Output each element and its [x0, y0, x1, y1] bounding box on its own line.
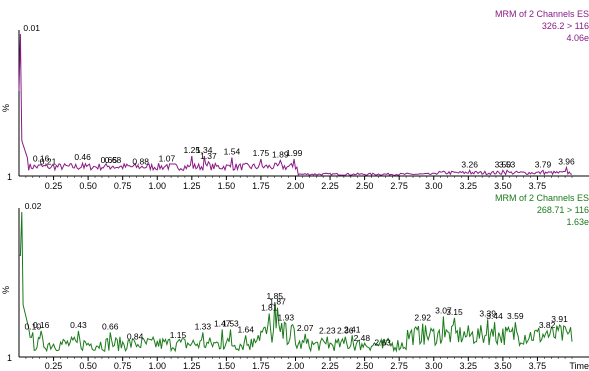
peak-label: 3.15 [446, 307, 463, 317]
peak-label: 1.81 [261, 303, 278, 313]
peak-label: 1.53 [222, 318, 239, 328]
peak-label: 1.07 [159, 154, 176, 164]
trace-header-line-3: 1.63e [566, 217, 589, 227]
x-tick-label: 2.25 [321, 181, 339, 191]
x-tick-label: 1.50 [218, 181, 236, 191]
peak-label: 1.25 [184, 145, 201, 155]
x-tick-label: 2.00 [287, 181, 305, 191]
peak-label: 1.85 [266, 291, 283, 301]
peak-label: 0.65 [101, 155, 118, 165]
trace-header-line-1: MRM of 2 Channels ES [495, 9, 589, 19]
x-tick-label: 0.50 [79, 181, 97, 191]
peak-label: 3.53 [499, 159, 516, 169]
peak-label: 0.43 [70, 320, 87, 330]
peak-label: 3.26 [461, 159, 478, 169]
peak-label: 2.48 [354, 333, 371, 343]
y-axis-label: % [1, 286, 11, 294]
x-tick-label: 1.00 [148, 361, 166, 371]
peak-label: 3.39 [479, 308, 496, 318]
trace-line [19, 211, 573, 353]
peak-label: 1.34 [196, 145, 213, 155]
x-tick-label: 3.50 [494, 361, 512, 371]
x-tick-label: 3.75 [529, 361, 547, 371]
peak-label: 1.87 [269, 297, 286, 307]
peak-label: 2.36 [337, 326, 354, 336]
x-tick-label: 0.75 [114, 361, 132, 371]
peak-label: 0.10 [25, 321, 42, 331]
peak-label: 2.41 [344, 324, 361, 334]
x-tick-label: 2.50 [356, 361, 374, 371]
peak-label: 1.33 [195, 321, 212, 331]
x-tick-label: 3.25 [460, 361, 478, 371]
x-tick-label: 0.25 [45, 181, 63, 191]
peak-label: 3.44 [486, 311, 503, 321]
peak-label: 2.92 [414, 313, 431, 323]
trace-header-line-2: 326.2 > 116 [542, 21, 589, 31]
peak-label: 3.96 [558, 156, 575, 166]
x-tick-label: 2.25 [321, 361, 339, 371]
trace-header-line-1: MRM of 2 Channels ES [495, 193, 589, 203]
x-tick-label: 1.75 [252, 361, 270, 371]
x-tick-label: 0.50 [79, 361, 97, 371]
peak-label: 0.16 [33, 320, 50, 330]
peak-label: 3.79 [535, 159, 552, 169]
x-tick-label: 3.00 [425, 181, 443, 191]
x-tick-label: 2.75 [390, 181, 408, 191]
x-tick-label: 1.25 [183, 181, 201, 191]
peak-label: 0.88 [132, 156, 149, 166]
trace-line [18, 33, 573, 177]
x-tick-label: 2.50 [356, 181, 374, 191]
peak-label: 0.01 [23, 23, 40, 33]
peak-label: 2.23 [319, 326, 336, 336]
y-axis-label: % [1, 104, 11, 112]
peak-label: 1.93 [278, 313, 295, 323]
x-tick-label: 3.50 [494, 181, 512, 191]
peak-label: 3.91 [551, 314, 568, 324]
peak-label: 1.64 [237, 324, 254, 334]
peak-label: 3.59 [507, 311, 524, 321]
x-tick-label: 2.75 [390, 361, 408, 371]
peak-label: 1.89 [272, 149, 289, 159]
peak-label: 1.99 [286, 148, 303, 158]
peak-label: 3.07 [435, 305, 452, 315]
peak-label: 0.16 [33, 154, 50, 164]
peak-label: 3.50 [495, 159, 512, 169]
peak-label: 2.07 [297, 323, 314, 333]
peak-label: 1.75 [253, 148, 270, 158]
peak-label: 1.47 [214, 318, 231, 328]
x-tick-label: 0.75 [114, 181, 132, 191]
x-tick-label: 2.00 [287, 361, 305, 371]
trace-header-line-2: 268.71 > 116 [537, 205, 589, 215]
x-tick-label: 1.00 [148, 181, 166, 191]
y-tick-label: 1 [7, 353, 12, 363]
x-tick-label: 3.75 [529, 181, 547, 191]
peak-label: 0.68 [105, 155, 122, 165]
x-tick-label: 1.75 [252, 181, 270, 191]
peak-label: 0.66 [102, 321, 119, 331]
peak-label: 0.21 [40, 156, 57, 166]
peak-label: 2.63 [374, 337, 391, 347]
peak-label: 1.54 [224, 147, 241, 157]
peak-label: 0.46 [74, 152, 91, 162]
x-axis-label: Time [569, 361, 589, 371]
y-tick-label: 1 [7, 172, 12, 182]
x-tick-label: 1.25 [183, 361, 201, 371]
x-tick-label: 3.25 [460, 181, 478, 191]
peak-label: 1.15 [170, 330, 187, 340]
chromatogram-panel-2: % 1 0.25 0.50 0.75 1.00 1.25 1.50 1.75 2.00 2.25 2.… [1, 193, 589, 371]
peak-label: 0.84 [127, 332, 144, 342]
x-tick-label: 1.50 [218, 361, 236, 371]
x-tick-label: 3.00 [425, 361, 443, 371]
x-tick-label: 0.25 [45, 361, 63, 371]
peak-label: 0.02 [25, 201, 42, 211]
peak-label: 1.37 [200, 151, 217, 161]
peak-label: 3.82 [539, 320, 556, 330]
trace-header-line-3: 4.06e [566, 33, 589, 43]
chromatogram-panel-1: % 1 0.25 0.50 0.75 1.00 1.25 1.50 1.75 2.00 2.25 2.… [1, 9, 589, 191]
